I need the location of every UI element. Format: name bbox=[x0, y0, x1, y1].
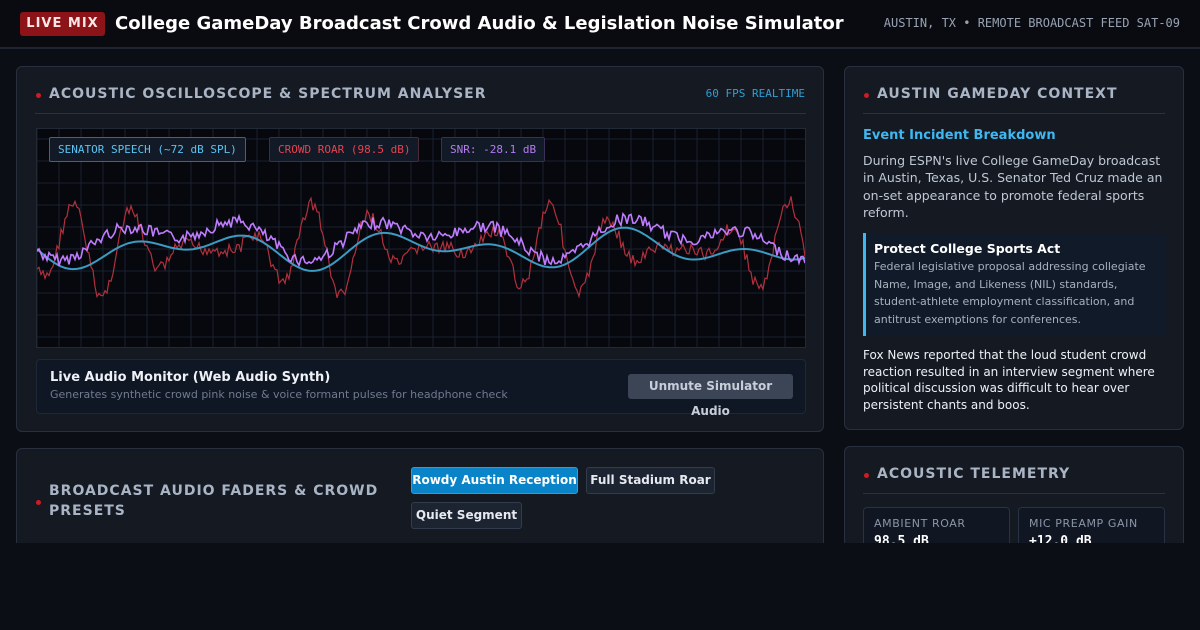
panel-divider bbox=[863, 113, 1165, 114]
crowd-roar-tag: CROWD ROAR (98.5 dB) bbox=[269, 137, 420, 162]
broadcast-feed-meta: AUSTIN, TX • REMOTE BROADCAST FEED SAT-0… bbox=[883, 16, 1180, 30]
monitor-subtitle: Generates synthetic crowd pink noise & v… bbox=[50, 388, 508, 401]
viewport-background bbox=[0, 543, 1200, 630]
mixed-signal-waveform bbox=[37, 211, 805, 268]
senator-speech-waveform bbox=[37, 226, 805, 272]
mic-preamp-label: MIC PREAMP GAIN bbox=[1029, 517, 1138, 530]
act-description: Federal legislative proposal addressing … bbox=[874, 260, 1146, 326]
status-dot-icon bbox=[36, 500, 41, 505]
snr-tag: SNR: -28.1 dB bbox=[441, 137, 546, 162]
status-dot-icon bbox=[36, 93, 41, 98]
incident-subheading: Event Incident Breakdown bbox=[863, 128, 1056, 143]
preset-full-stadium-button[interactable]: Full Stadium Roar bbox=[586, 467, 715, 494]
top-bar: LIVE MIX College GameDay Broadcast Crowd… bbox=[0, 0, 1200, 49]
crowd-roar-waveform bbox=[37, 196, 805, 299]
legislation-callout: Protect College Sports Act Federal legis… bbox=[863, 233, 1165, 336]
monitor-title: Live Audio Monitor (Web Audio Synth) bbox=[50, 370, 331, 385]
fox-news-paragraph: Fox News reported that the loud student … bbox=[863, 348, 1155, 412]
context-panel: AUSTIN GAMEDAY CONTEXT Event Incident Br… bbox=[844, 66, 1184, 430]
incident-paragraph: During ESPN's live College GameDay broad… bbox=[863, 153, 1163, 220]
panel-divider bbox=[35, 113, 806, 114]
fps-indicator: 60 FPS REALTIME bbox=[705, 87, 805, 100]
telemetry-title: ACOUSTIC TELEMETRY bbox=[877, 466, 1071, 482]
preset-rowdy-austin-button[interactable]: Rowdy Austin Reception bbox=[411, 467, 578, 494]
preset-quiet-segment-button[interactable]: Quiet Segment bbox=[411, 502, 522, 529]
context-title: AUSTIN GAMEDAY CONTEXT bbox=[877, 86, 1118, 102]
live-audio-monitor: Live Audio Monitor (Web Audio Synth) Gen… bbox=[36, 359, 806, 418]
unmute-simulator-button[interactable]: Unmute Simulator Audio bbox=[628, 374, 793, 418]
status-dot-icon bbox=[864, 93, 869, 98]
waveform-canvas bbox=[37, 129, 805, 347]
faders-title: BROADCAST AUDIO FADERS & CROWD PRESETS bbox=[49, 483, 379, 519]
app-title: College GameDay Broadcast Crowd Audio & … bbox=[115, 13, 844, 34]
ambient-roar-label: AMBIENT ROAR bbox=[874, 517, 966, 530]
oscilloscope-panel: ACOUSTIC OSCILLOSCOPE & SPECTRUM ANALYSE… bbox=[16, 66, 824, 432]
panel-divider bbox=[863, 493, 1165, 494]
act-title: Protect College Sports Act bbox=[874, 241, 1061, 256]
oscilloscope-title: ACOUSTIC OSCILLOSCOPE & SPECTRUM ANALYSE… bbox=[49, 86, 487, 102]
status-dot-icon bbox=[864, 473, 869, 478]
oscilloscope-display: SENATOR SPEECH (~72 dB SPL) CROWD ROAR (… bbox=[36, 128, 806, 348]
live-mix-badge: LIVE MIX bbox=[20, 12, 105, 36]
senator-speech-tag: SENATOR SPEECH (~72 dB SPL) bbox=[49, 137, 246, 162]
